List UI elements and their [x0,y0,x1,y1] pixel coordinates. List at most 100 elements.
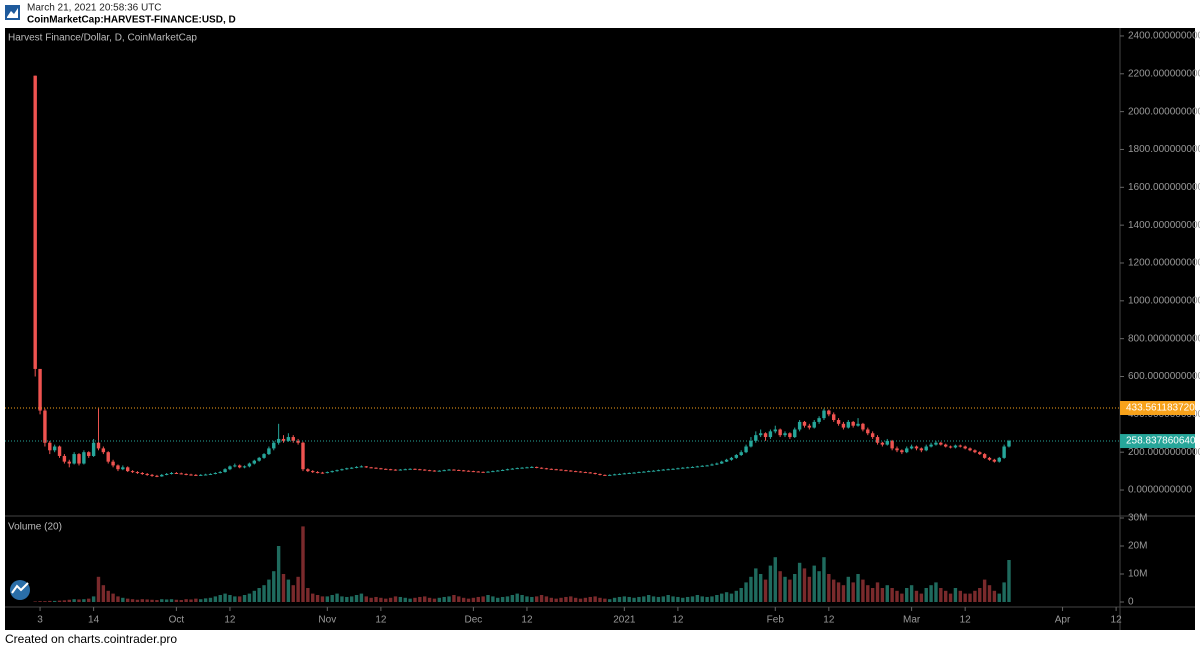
volume-bar [982,579,987,602]
candle-body [642,471,646,473]
candle-body [427,470,432,472]
candle-body [140,472,145,474]
candle-body [934,442,938,445]
candle-body [651,470,656,472]
candle-body [569,470,573,472]
volume-bar [583,597,588,602]
y-tick-label: 1400.0000000000 [1128,220,1200,231]
volume-bar [272,571,276,602]
candle-body [369,467,373,469]
volume-bar [218,595,222,602]
candle-body [914,446,919,449]
volume-bar [393,596,398,602]
chart-title: Harvest Finance/Dollar, D, CoinMarketCap [8,33,197,44]
candle-body [870,433,875,438]
y-tick-label: 600.0000000000 [1128,371,1200,382]
volume-bar [423,596,427,602]
candle-body [958,445,963,447]
volume-bar [1007,560,1011,602]
volume-bar [987,585,992,602]
volume-bar [534,596,539,602]
volume-bar [194,598,198,602]
volume-bar [973,590,977,602]
volume-bar [866,585,870,602]
y-tick-label: 2000.0000000000 [1128,106,1200,117]
candle-body [637,472,641,474]
watermark-mark [11,582,29,594]
candle-body [481,471,485,473]
candle-body [968,448,972,451]
candle-body [783,433,787,436]
candle-body [106,452,110,462]
candle-body [700,465,704,467]
candle-body [379,468,383,470]
volume-bar [213,596,218,602]
candle-body [423,469,427,471]
volume-bar [958,590,963,602]
price-label-color [1120,434,1122,449]
candle-body [228,466,232,470]
x-tick-label: 12 [224,615,236,626]
volume-bar [720,593,724,602]
candle-body [841,423,846,428]
volume-bar [646,595,651,602]
candle-body [164,473,169,475]
candle-body [739,452,743,456]
volume-bar [788,579,792,602]
volume-bar [208,597,213,602]
volume-bar [432,598,437,602]
candle-body [510,468,515,470]
candle-body [588,472,592,474]
volume-bar [573,597,578,602]
x-tick-label: 12 [960,615,972,626]
price-label: 258.8378606400 [1126,436,1200,447]
volume-bar [705,596,709,602]
candle-body [335,470,339,472]
volume-title: Volume (20) [8,522,62,533]
candle-body [160,474,164,477]
volume-bar [96,576,101,602]
volume-bar [145,599,149,602]
candle-body [130,471,135,473]
candle-body [442,470,446,472]
volume-bar [939,588,943,602]
x-tick-label: Apr [1055,615,1071,626]
volume-bar [768,565,773,602]
volume-bar [661,596,665,602]
candle-body [890,440,894,449]
candle-body [539,467,544,469]
candle-body [418,469,422,471]
candle-body [953,445,958,448]
volume-bar [734,590,739,602]
volume-bar [150,599,154,602]
volume-bar [354,595,359,602]
x-tick-label: 12 [521,615,533,626]
x-tick-label: Mar [903,615,921,626]
candle-body [978,452,982,455]
candle-body [992,459,997,462]
candle-body [578,471,583,473]
x-tick-label: Oct [169,615,185,626]
candle-body [612,474,617,476]
volume-bar [57,600,62,602]
volume-bar [632,597,636,602]
volume-bar [778,571,782,602]
candle-body [354,466,359,468]
volume-bar [846,576,851,602]
candle-body [827,410,831,415]
volume-bar [783,576,787,602]
candle-body [466,470,471,472]
volume-bar [237,596,242,602]
volume-bar [593,596,597,602]
y-tick-label: 800.0000000000 [1128,333,1200,344]
x-tick-label: Feb [767,615,785,626]
volume-bar [189,599,193,602]
candle-body [788,433,792,438]
candle-body [262,454,266,458]
volume-bar [992,590,997,602]
candle-body [57,446,62,456]
candle-body [315,472,320,474]
candle-body [831,414,836,421]
candle-body [67,461,71,464]
volume-bar [963,593,967,602]
